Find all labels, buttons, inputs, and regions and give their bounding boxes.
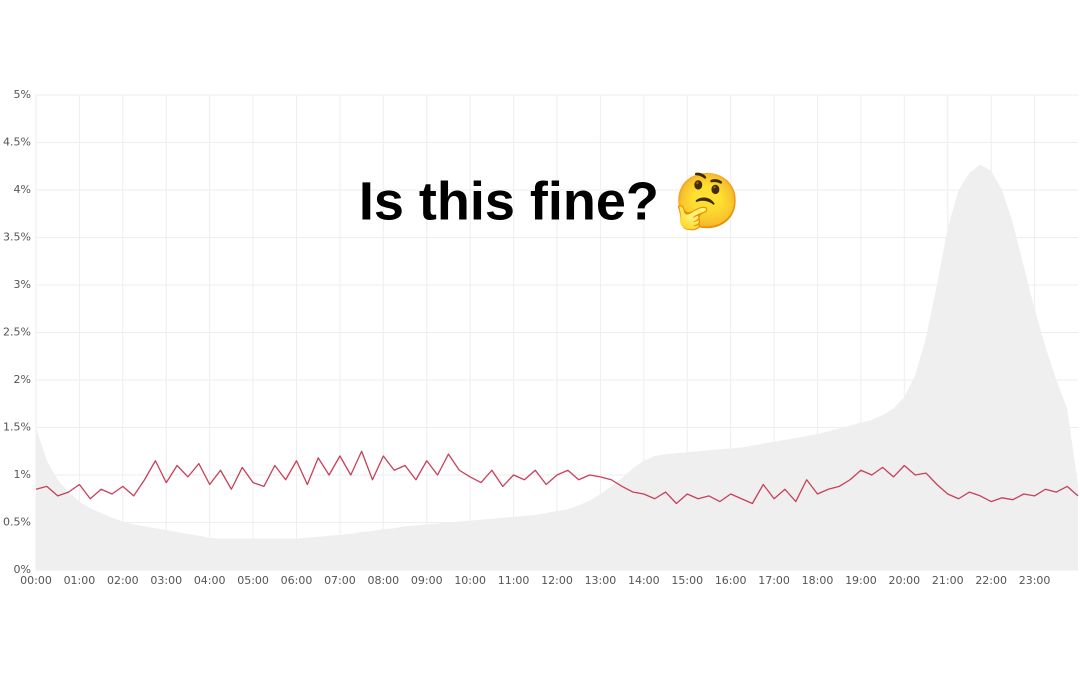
x-tick-label: 03:00 (150, 574, 182, 587)
line (35, 450, 1079, 505)
x-tick-label: 15:00 (671, 574, 703, 587)
x-tick-label: 08:00 (367, 574, 399, 587)
x-tick-label: 04:00 (194, 574, 226, 587)
y-tick-label: 3.5% (3, 231, 31, 244)
x-tick-label: 02:00 (107, 574, 139, 587)
y-tick-label: 4.5% (3, 136, 31, 149)
x-tick-label: 06:00 (281, 574, 313, 587)
y-tick-label: 5% (14, 88, 31, 101)
y-tick-label: 0% (14, 563, 31, 576)
x-tick-label: 11:00 (498, 574, 530, 587)
chart-title: Is this fine? 🤔 (359, 171, 741, 231)
x-tick-label: 12:00 (541, 574, 573, 587)
x-tick-label: 01:00 (64, 574, 96, 587)
y-tick-label: 2% (14, 373, 31, 386)
x-tick-label: 17:00 (758, 574, 790, 587)
x-tick-label: 23:00 (1019, 574, 1051, 587)
x-tick-label: 21:00 (932, 574, 964, 587)
x-tick-label: 07:00 (324, 574, 356, 587)
x-tick-label: 14:00 (628, 574, 660, 587)
y-tick-label: 1% (14, 468, 31, 481)
x-tick-label: 05:00 (237, 574, 269, 587)
x-tick-label: 19:00 (845, 574, 877, 587)
x-tick-label: 10:00 (454, 574, 486, 587)
x-tick-label: 00:00 (20, 574, 52, 587)
y-tick-label: 0.5% (3, 516, 31, 529)
y-tick-label: 1.5% (3, 421, 31, 434)
x-tick-label: 09:00 (411, 574, 443, 587)
y-tick-label: 2.5% (3, 326, 31, 339)
x-tick-label: 18:00 (802, 574, 834, 587)
y-tick-label: 4% (14, 183, 31, 196)
x-tick-label: 13:00 (585, 574, 617, 587)
x-tick-label: 22:00 (975, 574, 1007, 587)
y-tick-label: 3% (14, 278, 31, 291)
x-tick-label: 16:00 (715, 574, 747, 587)
area (36, 164, 1078, 570)
x-tick-label: 20:00 (888, 574, 920, 587)
